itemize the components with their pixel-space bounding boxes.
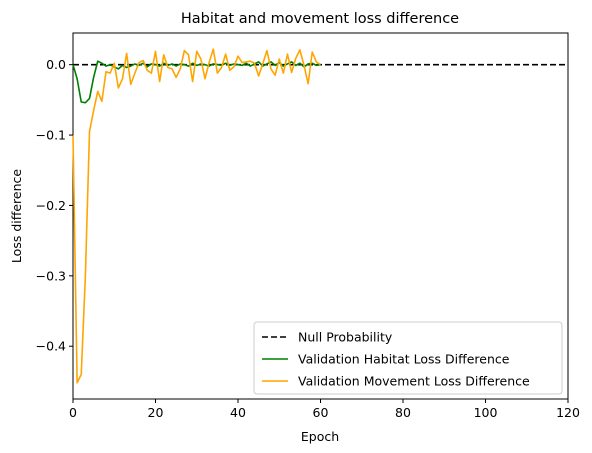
series-line-validation-movement-loss-difference xyxy=(72,48,321,384)
y-tick-label: 0.0 xyxy=(46,57,66,72)
legend-entry: Validation Habitat Loss Difference xyxy=(298,352,510,367)
y-tick-label: −0.1 xyxy=(36,128,66,143)
x-tick-label: 80 xyxy=(395,405,411,420)
x-tick-label: 40 xyxy=(230,405,246,420)
series-layer xyxy=(72,48,568,384)
y-axis: 0.0 −0.1 −0.2 −0.3 −0.4 xyxy=(36,57,73,354)
y-axis-label: Loss difference xyxy=(9,169,24,263)
x-tick-label: 60 xyxy=(313,405,329,420)
chart-title: Habitat and movement loss difference xyxy=(181,11,459,27)
x-axis: 0 20 40 60 80 100 120 xyxy=(69,399,580,420)
y-tick-label: −0.3 xyxy=(36,268,66,283)
legend: Null Probability Validation Habitat Loss … xyxy=(253,321,563,395)
x-axis-label: Epoch xyxy=(301,429,339,444)
legend-entry: Validation Movement Loss Difference xyxy=(298,374,530,389)
y-tick-label: −0.2 xyxy=(36,198,66,213)
x-tick-label: 100 xyxy=(474,405,498,420)
y-tick-label: −0.4 xyxy=(36,339,66,354)
x-tick-label: 0 xyxy=(69,405,77,420)
legend-box xyxy=(253,321,563,395)
x-tick-label: 20 xyxy=(148,405,164,420)
x-tick-label: 120 xyxy=(556,405,580,420)
legend-entry: Null Probability xyxy=(298,330,393,345)
